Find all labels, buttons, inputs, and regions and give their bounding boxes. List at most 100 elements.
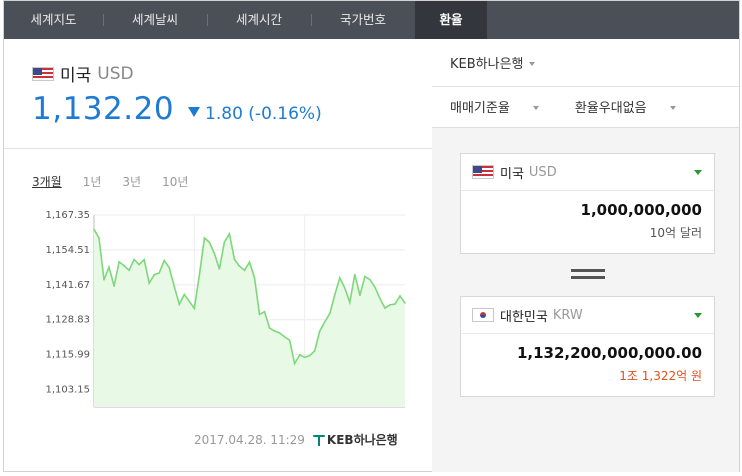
data-point: [298, 354, 301, 356]
from-currency-name: 미국: [500, 166, 524, 182]
rate-chart: 1,167.35 1,154.51 1,141.67 1,128.83 1,115.99…: [45, 210, 406, 408]
data-point: [158, 272, 161, 274]
data-point: [313, 350, 316, 352]
data-point: [318, 330, 321, 333]
data-point: [133, 258, 135, 261]
data-point: [108, 266, 110, 268]
data-point: [93, 228, 95, 231]
bank-dropdown[interactable]: KEB하나은행: [450, 53, 535, 72]
bank-logo-text: KEB하나은행: [326, 433, 398, 447]
data-point: [273, 330, 276, 332]
caret-down-icon: [694, 170, 702, 175]
data-point: [268, 327, 271, 329]
y-tick-label: 1,115.99: [45, 350, 90, 361]
to-currency-select[interactable]: 대한민국 KRW: [461, 297, 714, 334]
chevron-down-icon: [669, 106, 676, 110]
rate-row: 1,132.20 1.80 (-0.16%): [32, 91, 322, 127]
data-point: [193, 307, 196, 310]
data-point: [364, 275, 366, 278]
down-triangle-icon: [188, 107, 201, 117]
to-currency-code: KRW: [552, 307, 583, 323]
currency-code: USD: [97, 63, 134, 84]
to-currency-name: 대한민국: [500, 309, 548, 325]
data-point: [223, 241, 226, 243]
data-point: [148, 282, 150, 284]
data-point: [303, 356, 306, 359]
from-currency-box: 미국 USD 1,000,000,000 10억 달러: [460, 153, 715, 254]
data-point: [328, 312, 331, 315]
period-selector: 3개월 1년 3년 10년: [32, 173, 209, 190]
data-point: [213, 252, 216, 255]
data-point: [113, 285, 115, 287]
data-point: [123, 264, 125, 267]
data-point: [283, 336, 286, 338]
period-10-years[interactable]: 10년: [162, 175, 189, 189]
bank-logo: KEB하나은행: [312, 431, 398, 448]
data-point: [369, 278, 371, 281]
data-point: [349, 301, 351, 304]
from-amount-words: 10억 달러: [649, 226, 702, 240]
series-area: [94, 229, 405, 407]
data-point: [384, 307, 386, 309]
data-point: [379, 297, 381, 300]
exchange-rate-value: 1,132.20: [32, 91, 175, 127]
period-3-months[interactable]: 3개월: [32, 175, 62, 189]
data-point: [173, 285, 176, 288]
period-1-year[interactable]: 1년: [82, 175, 102, 189]
data-point: [243, 269, 246, 272]
rate-change: 1.80 (-0.16%): [188, 104, 322, 124]
data-point: [168, 266, 171, 269]
data-point: [218, 268, 221, 270]
data-point: [183, 293, 186, 296]
data-point: [394, 303, 396, 305]
us-flag-icon: [472, 165, 494, 179]
preferential-dropdown[interactable]: 환율우대없음: [575, 97, 694, 116]
divider: [4, 148, 432, 149]
data-point: [253, 276, 256, 279]
rate-change-value: 1.80 (-0.16%): [205, 104, 322, 124]
tab-country-code[interactable]: 국가번호: [311, 1, 415, 39]
data-point: [178, 303, 181, 306]
data-point: [198, 274, 201, 277]
data-point: [233, 258, 236, 261]
period-3-years[interactable]: 3년: [122, 175, 142, 189]
data-point: [203, 237, 206, 239]
data-point: [399, 295, 401, 297]
data-point: [389, 304, 391, 306]
tab-world-map[interactable]: 세계지도: [30, 12, 77, 27]
rate-type-dropdown[interactable]: 매매기준율: [450, 97, 557, 116]
data-point: [248, 261, 251, 263]
tab-world-time[interactable]: 세계시간: [207, 1, 311, 39]
y-tick-label: 1,141.67: [45, 280, 90, 291]
data-point: [344, 287, 346, 289]
currency-name: 미국: [60, 66, 92, 86]
data-point: [128, 269, 130, 272]
data-point: [118, 261, 120, 263]
from-currency-select[interactable]: 미국 USD: [461, 154, 714, 191]
y-tick-label: 1,103.15: [45, 385, 90, 396]
data-point: [278, 332, 281, 334]
hana-logo-icon: [312, 434, 325, 446]
tab-exchange-rate[interactable]: 환율: [415, 1, 487, 39]
data-point: [153, 273, 155, 276]
data-point: [333, 293, 336, 296]
data-point: [258, 313, 261, 316]
us-flag-icon: [32, 66, 54, 81]
data-point: [288, 339, 291, 341]
from-amount-input[interactable]: 1,000,000,000: [580, 201, 702, 219]
bank-name: KEB하나은행: [450, 57, 524, 72]
tab-world-weather[interactable]: 세계날씨: [103, 1, 207, 39]
y-tick-label: 1,167.35: [45, 210, 90, 221]
data-point: [98, 237, 100, 239]
data-point: [323, 321, 326, 323]
data-point: [293, 362, 296, 365]
data-point: [163, 259, 166, 262]
to-amount-value[interactable]: 1,132,200,000,000.00: [516, 344, 702, 362]
chevron-down-icon: [532, 106, 539, 110]
data-point: [138, 263, 140, 266]
data-point: [354, 273, 356, 276]
data-point: [143, 258, 145, 261]
data-point: [263, 310, 266, 313]
to-currency-box: 대한민국 KRW 1,132,200,000,000.00 1조 1,322억 …: [460, 296, 715, 397]
data-point: [404, 302, 406, 304]
